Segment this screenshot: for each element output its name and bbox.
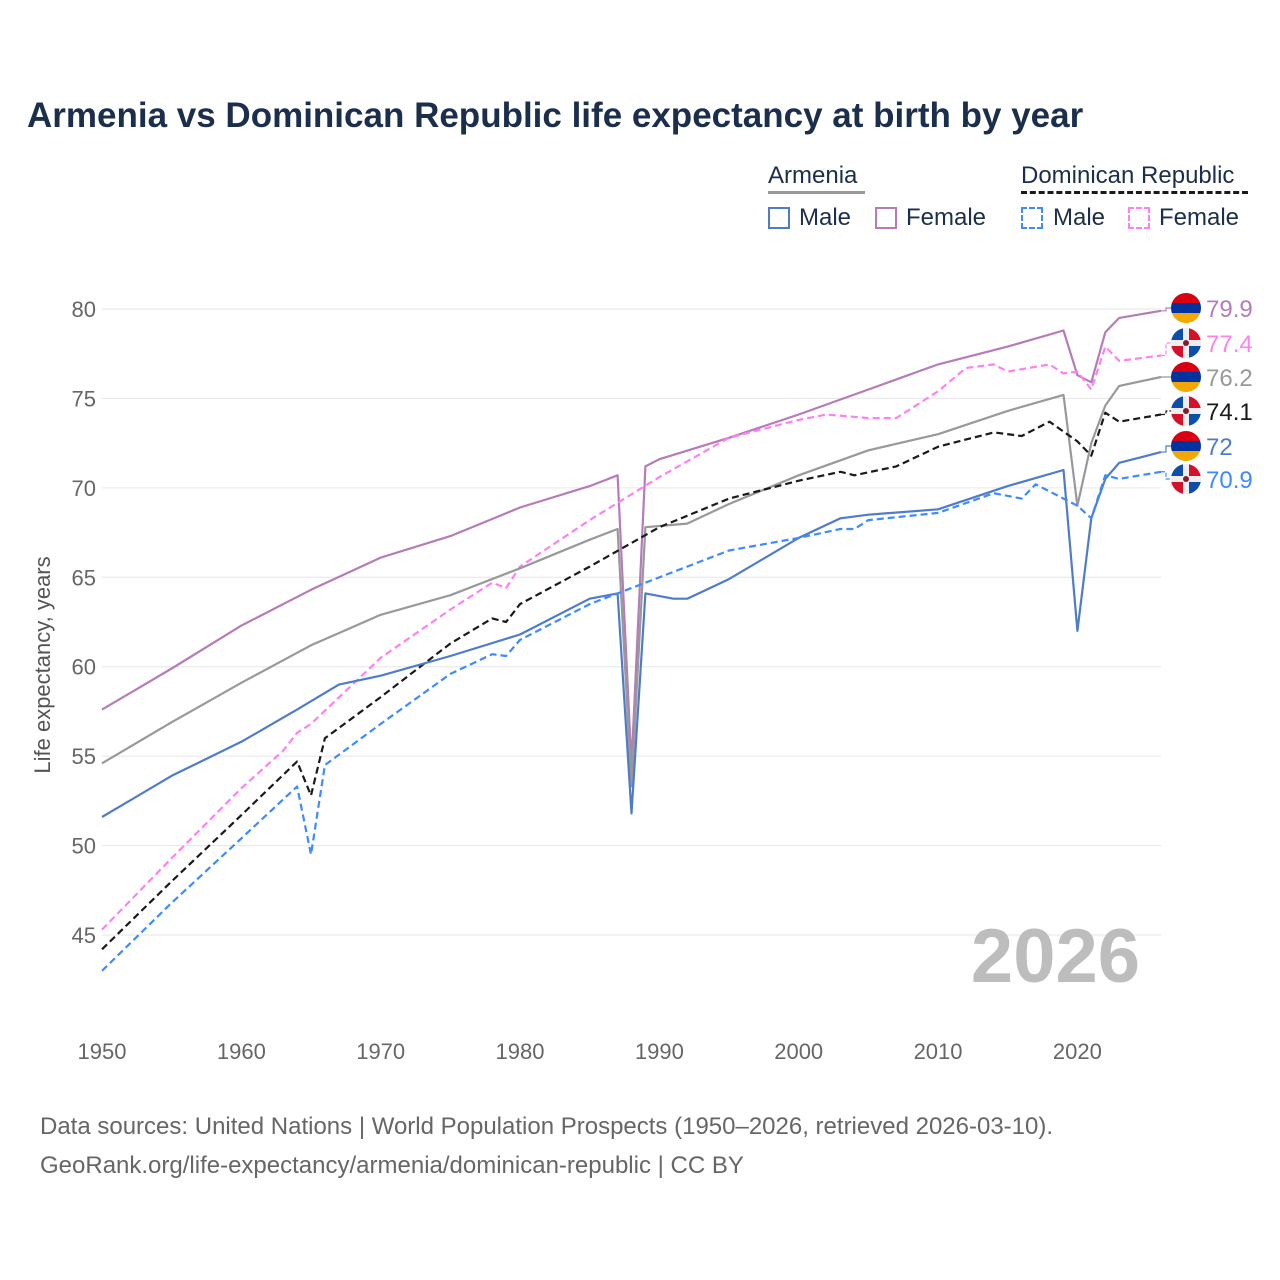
y-tick-label: 50 <box>72 834 96 859</box>
end-value-label: 74.1 <box>1206 399 1253 426</box>
end-value-label: 79.9 <box>1206 296 1253 323</box>
legend-armenia-male: Male <box>799 204 852 231</box>
armenia-flag-icon <box>1171 293 1201 323</box>
y-tick-label: 75 <box>72 386 96 411</box>
legend-dr-line <box>1021 191 1248 194</box>
series-line-dominican-republic-male <box>101 470 1162 972</box>
label-connector <box>1161 342 1172 357</box>
end-value-label: 72 <box>1206 434 1233 461</box>
label-connector <box>1161 471 1172 480</box>
source-line-2[interactable]: GeoRank.org/life-expectancy/armenia/domi… <box>40 1152 744 1179</box>
x-tick-label: 1980 <box>496 1039 545 1064</box>
dominican-republic-flag-icon <box>1171 396 1201 426</box>
series-line-armenia <box>101 375 1162 788</box>
end-value-label: 70.9 <box>1206 467 1253 494</box>
legend-armenia-male-swatch <box>768 207 790 229</box>
dominican-republic-flag-icon <box>1171 328 1201 358</box>
y-tick-label: 45 <box>72 923 96 948</box>
legend-dr-male: Male <box>1053 204 1106 231</box>
x-tick-label: 2000 <box>774 1039 823 1064</box>
x-tick-label: 1950 <box>78 1039 127 1064</box>
year-watermark: 2026 <box>971 914 1140 999</box>
x-tick-label: 1960 <box>217 1039 266 1064</box>
label-connector <box>1161 445 1172 453</box>
legend-dr-female-swatch <box>1128 207 1150 229</box>
source-line-1: Data sources: United Nations | World Pop… <box>40 1113 1054 1140</box>
x-tick-label: 1970 <box>356 1039 405 1064</box>
y-tick-label: 65 <box>72 565 96 590</box>
series-line-dominican-republic <box>101 411 1162 951</box>
legend-group-dominican-republic: Dominican Republic <box>1021 162 1235 189</box>
y-tick-label: 55 <box>72 744 96 769</box>
legend-dr-male-swatch <box>1021 207 1043 229</box>
legend-armenia-female-swatch <box>875 207 897 229</box>
dominican-republic-flag-icon <box>1171 464 1201 494</box>
x-tick-label: 2020 <box>1053 1039 1102 1064</box>
label-connector <box>1161 307 1172 312</box>
plot-area: 45 50 55 60 65 70 75 80 1950 1960 1970 1980 1990 2000… <box>30 293 1253 1064</box>
armenia-flag-icon <box>1171 362 1201 392</box>
legend-dr-female: Female <box>1159 204 1240 231</box>
x-tick-label: 1990 <box>635 1039 684 1064</box>
y-axis-label: Life expectancy, years <box>30 556 55 773</box>
series-line-armenia-male <box>101 451 1162 818</box>
legend-armenia-female: Female <box>906 204 987 231</box>
source-note: Data sources: United Nations | World Pop… <box>40 1107 1053 1185</box>
series-line-dominican-republic-female <box>101 345 1162 931</box>
end-value-label: 76.2 <box>1206 365 1253 392</box>
y-tick-label: 70 <box>72 476 96 501</box>
y-tick-label: 80 <box>72 297 96 322</box>
chart-title: Armenia vs Dominican Republic life expec… <box>27 96 1084 135</box>
end-value-label: 77.4 <box>1206 331 1253 358</box>
legend-group-armenia: Armenia <box>768 162 858 189</box>
legend-armenia-line <box>768 191 865 194</box>
armenia-flag-icon <box>1171 431 1201 461</box>
label-connector <box>1161 410 1172 416</box>
y-tick-label: 60 <box>72 655 96 680</box>
series-line-armenia-female <box>101 309 1162 767</box>
x-tick-label: 2010 <box>914 1039 963 1064</box>
